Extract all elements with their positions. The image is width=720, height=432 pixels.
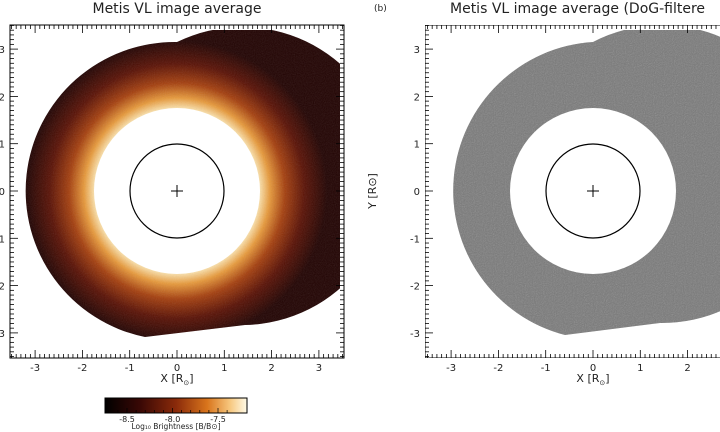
- x-tick-label: -3: [446, 363, 456, 374]
- y-tick-label: 3: [414, 45, 420, 56]
- x-tick-label: 1: [637, 363, 643, 374]
- panel-a-title: Metis VL image average: [92, 1, 261, 17]
- solar-limb-circle: [545, 143, 641, 239]
- y-tick-label: 1: [414, 140, 420, 151]
- panel-b-tag: (b): [374, 4, 387, 14]
- x-tick-label: 0: [590, 363, 596, 374]
- x-tick-label: 0: [174, 363, 180, 374]
- x-tick-label: 3: [316, 363, 322, 374]
- x-tick-label: 2: [684, 363, 690, 374]
- colorbar-tick-label: -8.0: [165, 415, 181, 424]
- sun-center-cross: [587, 185, 599, 197]
- colorbar: -8.5 -8.0 -7.5 Log₁₀ Brightness [B/B⊙]: [104, 397, 248, 431]
- x-tick-label: -3: [30, 363, 40, 374]
- sun-center-cross: [171, 185, 183, 197]
- colorbar-tick-label: -7.5: [210, 415, 226, 424]
- colorbar-label: Log₁₀ Brightness [B/B⊙]: [131, 422, 220, 431]
- y-tick-label: 2: [414, 92, 420, 103]
- solar-limb-circle: [129, 143, 225, 239]
- panel-b-title: Metis VL image average (DoG-filtere: [450, 1, 705, 17]
- y-tick-label: -3: [410, 329, 420, 340]
- x-tick-label: -1: [125, 363, 135, 374]
- y-tick-label: -1: [410, 234, 420, 245]
- panel-b: (b) Metis VL image average (DoG-filtere …: [366, 1, 720, 387]
- x-tick-label: 2: [268, 363, 274, 374]
- y-tick-label: 1: [0, 140, 5, 151]
- y-tick-label: 0: [0, 187, 5, 198]
- panel-b-ticks: [425, 25, 717, 358]
- x-tick-label: 1: [221, 363, 227, 374]
- y-tick-label: 0: [414, 187, 420, 198]
- y-tick-label: 2: [0, 92, 5, 103]
- y-tick-label: -1: [0, 234, 5, 245]
- colorbar-tick-label: -8.5: [119, 415, 135, 424]
- y-tick-label: -3: [0, 329, 5, 340]
- y-tick-label: -2: [0, 282, 5, 293]
- panel-a: Metis VL image average -3-2-101233210-1-…: [0, 1, 345, 387]
- colorbar-gradient: [104, 397, 248, 414]
- x-tick-label: -2: [77, 363, 87, 374]
- panel-b-ylabel: Y [R⊙]: [366, 173, 379, 210]
- x-tick-label: -1: [541, 363, 551, 374]
- panel-b-xlabel: X [R⊙]: [576, 372, 609, 387]
- y-tick-label: 3: [0, 45, 5, 56]
- x-tick-label: -2: [493, 363, 503, 374]
- panel-a-ticks: -3 -2 -1 0 1 2 3 3 2 1 0 -1 -2 -3: [0, 25, 344, 374]
- panel-a-xlabel: X [R⊙]: [160, 372, 193, 387]
- y-tick-label: -2: [410, 282, 420, 293]
